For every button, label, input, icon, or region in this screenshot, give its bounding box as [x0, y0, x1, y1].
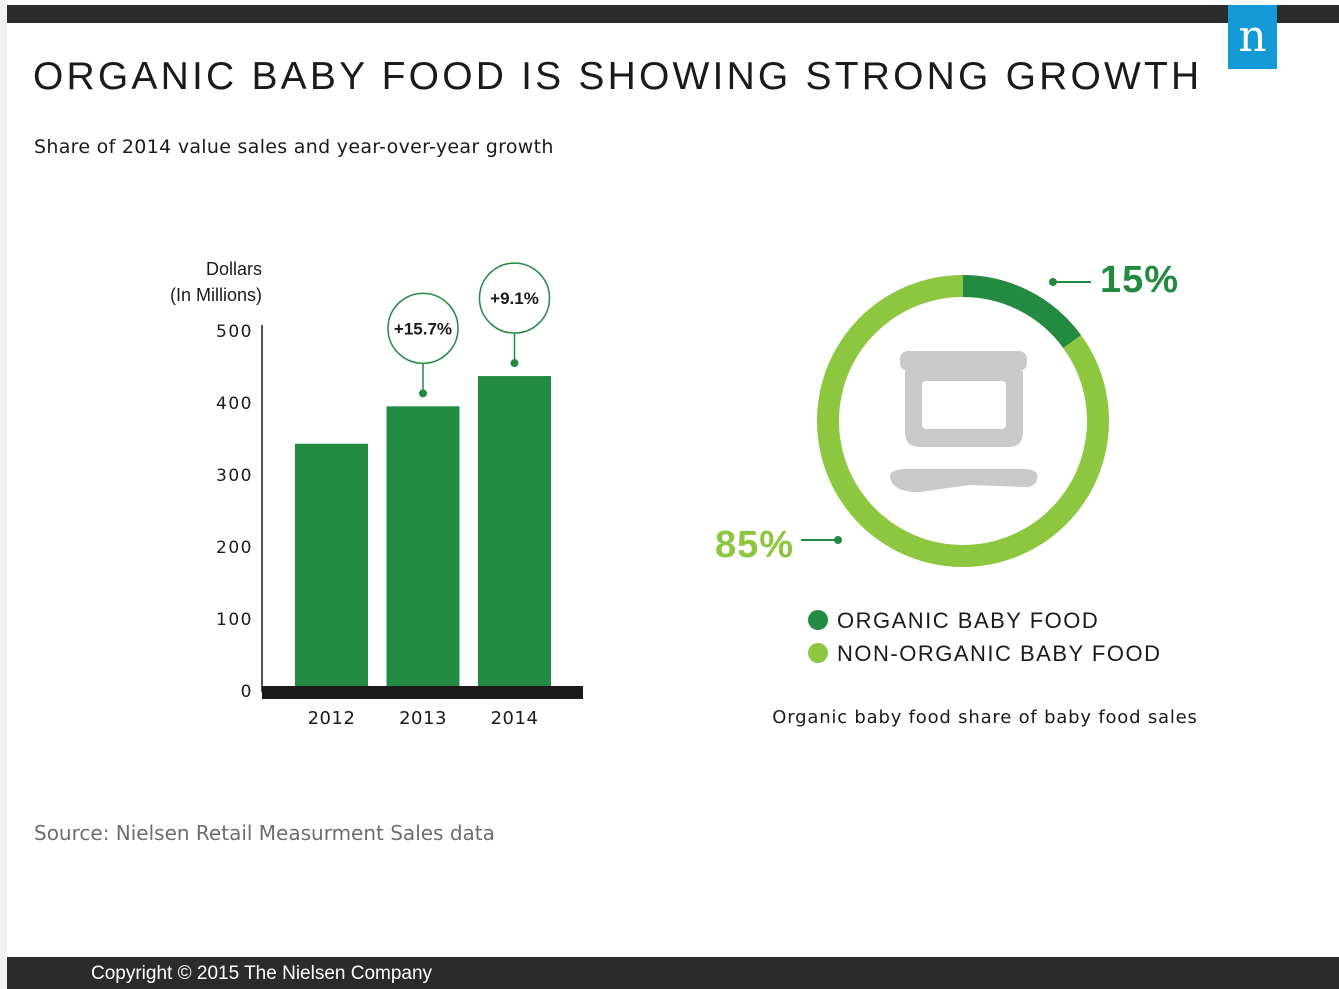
source-note: Source: Nielsen Retail Measurment Sales …: [34, 821, 495, 845]
y-axis-title-line1: Dollars: [206, 259, 262, 279]
growth-callout-2014: +9.1%: [478, 262, 551, 368]
y-tick-label: 300: [216, 466, 253, 486]
page-subtitle: Share of 2014 value sales and year-over-…: [34, 136, 554, 158]
legend-label-non-organic: NON-ORGANIC BABY FOOD: [837, 641, 1161, 666]
top-bar: [7, 5, 1339, 23]
legend-swatch-organic: [808, 610, 828, 630]
legend-swatch-non-organic: [808, 643, 828, 663]
y-tick-label: 500: [216, 322, 253, 342]
organic-callout: 15%: [1049, 259, 1179, 301]
legend-label-organic: ORGANIC BABY FOOD: [837, 608, 1099, 633]
growth-callout-2013: +15.7%: [387, 292, 459, 398]
growth-label: +9.1%: [490, 289, 539, 308]
left-edge-strip: [0, 0, 7, 989]
copyright-text: Copyright © 2015 The Nielsen Company: [91, 963, 433, 984]
x-tick-label: 2012: [308, 708, 356, 729]
y-tick-label: 400: [216, 394, 253, 414]
growth-callout-dot: [419, 389, 427, 398]
bar-2013: [386, 406, 460, 690]
nielsen-logo: n: [1228, 5, 1277, 69]
bar-2012: [295, 443, 368, 690]
non-organic-callout: 85%: [715, 524, 842, 566]
donut-slice-non-organic: [817, 275, 1109, 567]
page-title: ORGANIC BABY FOOD IS SHOWING STRONG GROW…: [33, 55, 1203, 98]
y-tick-label: 200: [216, 538, 253, 558]
donut-caption: Organic baby food share of baby food sal…: [772, 707, 1197, 728]
donut-slice-organic: [962, 275, 1082, 349]
x-tick-label: 2013: [399, 708, 447, 729]
legend: ORGANIC BABY FOOD NON-ORGANIC BABY FOOD: [808, 608, 1161, 666]
growth-callout-dot: [510, 359, 519, 368]
bar-2014: [478, 376, 551, 690]
y-tick-label: 0: [241, 682, 253, 702]
non-organic-share-label: 85%: [715, 524, 794, 566]
y-tick-label: 100: [216, 610, 253, 630]
organic-share-label: 15%: [1100, 259, 1179, 301]
growth-callout-circle: [478, 262, 551, 334]
footer-bar: Copyright © 2015 The Nielsen Company: [7, 957, 1339, 989]
y-axis-title-line2: (In Millions): [170, 285, 262, 305]
growth-callout-circle: [387, 292, 459, 365]
x-tick-label: 2014: [491, 708, 539, 729]
x-axis-baseline: [262, 686, 583, 699]
growth-label: +15.7%: [394, 319, 452, 338]
baby-food-jar-and-spoon-icon: [889, 351, 1038, 493]
